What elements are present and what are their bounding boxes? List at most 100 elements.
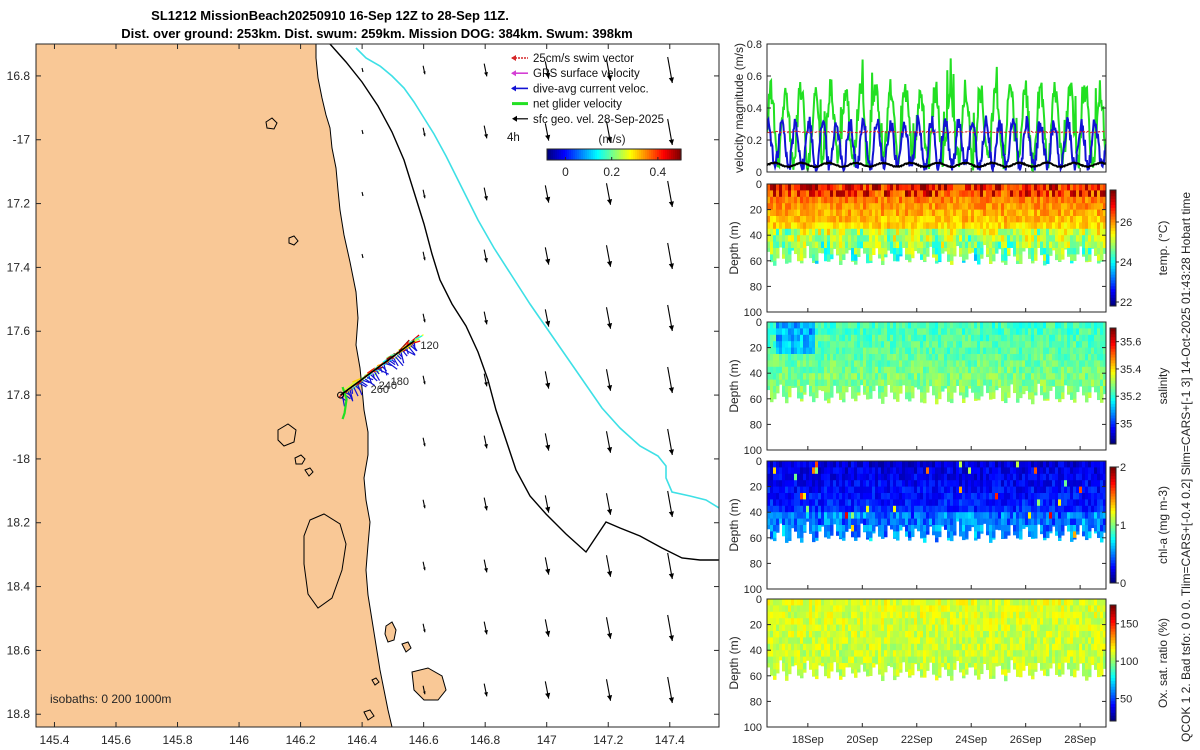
chlorophyll-section-cell	[995, 461, 999, 468]
salinity-section-cell	[797, 328, 801, 336]
salinity-section-cell	[1070, 334, 1074, 342]
salinity-section-cell	[1016, 392, 1020, 400]
chlorophyll-section-cell	[884, 525, 888, 532]
salinity-section-cell	[965, 386, 969, 393]
salinity-section-cell	[1004, 341, 1008, 349]
oxygen-section-cell	[785, 675, 789, 681]
temperature-section-cell	[767, 248, 771, 252]
salinity-section-cell	[1028, 392, 1032, 400]
chlorophyll-section-cell	[989, 493, 993, 500]
temperature-section-cell	[1094, 228, 1098, 236]
temperature-section-cell	[773, 222, 777, 230]
temperature-section-colorbar-cell	[1110, 268, 1116, 272]
temperature-section-cell	[911, 241, 915, 249]
temperature-section-cell	[875, 216, 879, 223]
chlorophyll-section-cell	[824, 512, 828, 520]
chlorophyll-section-cell	[956, 480, 960, 488]
chlorophyll-section-cell	[1031, 531, 1035, 539]
oxygen-section-cell	[779, 643, 783, 651]
salinity-section-cell	[1073, 334, 1077, 342]
oxygen-section-cell	[818, 605, 822, 613]
chlorophyll-section-cell	[1058, 473, 1062, 481]
salinity-section-cell	[872, 341, 876, 349]
salinity-section-cell	[962, 328, 966, 336]
salinity-section-cell	[767, 347, 771, 355]
chlorophyll-section-cell	[974, 461, 978, 468]
chlorophyll-section-cell	[1046, 525, 1050, 532]
chlorophyll-section-cell	[962, 518, 966, 526]
temperature-section-cell	[1001, 254, 1005, 262]
temperature-section-cell	[1094, 190, 1098, 198]
salinity-section-cell	[1001, 354, 1005, 361]
temperature-section-cell	[884, 248, 888, 255]
chlorophyll-section-colorbar-cell	[1110, 580, 1116, 584]
temperature-section-cell	[857, 203, 861, 211]
salinity-section-cell	[944, 322, 948, 329]
oxygen-section-cell	[812, 656, 816, 664]
chlorophyll-section-cell	[1058, 486, 1062, 494]
salinity-section-cell	[953, 386, 957, 393]
salinity-section-cell	[983, 328, 987, 336]
chlorophyll-section-cell	[1070, 480, 1074, 488]
temperature-section-cell	[932, 222, 936, 230]
chlorophyll-section-cell	[776, 505, 780, 513]
chlorophyll-section-cell	[1097, 499, 1101, 507]
temperature-section-cell	[863, 216, 867, 223]
chlorophyll-section-cell	[857, 461, 861, 468]
chlorophyll-section-cell	[788, 531, 792, 539]
salinity-section-cell	[848, 322, 852, 329]
salinity-section-cell	[1025, 379, 1029, 387]
dive-avg-segment	[363, 379, 370, 384]
legend-entry: net glider velocity	[533, 99, 622, 111]
oxygen-section-cell	[770, 611, 774, 619]
chlorophyll-section-cell	[980, 473, 984, 481]
chlorophyll-section-cell	[1040, 499, 1044, 507]
salinity-section-cell	[1031, 354, 1035, 361]
chlorophyll-section-cell	[884, 480, 888, 488]
chlorophyll-section-cell	[872, 486, 876, 494]
temperature-section-cell	[938, 235, 942, 243]
chlorophyll-section-cell	[857, 518, 861, 526]
dive-avg-segment	[383, 364, 388, 376]
temperature-section-cell	[920, 222, 924, 230]
temperature-section-cell	[923, 254, 927, 262]
chlorophyll-section-cell	[770, 473, 774, 481]
salinity-section-cell	[965, 366, 969, 374]
salinity-section-cell	[968, 360, 972, 368]
temperature-section-cell	[974, 241, 978, 249]
chlorophyll-section-cell	[941, 467, 945, 475]
temperature-section-cell	[899, 248, 903, 255]
temperature-section-cell	[899, 235, 903, 243]
temperature-section-cell	[1001, 184, 1005, 191]
oxygen-section-cell	[791, 637, 795, 645]
salinity-section-cell	[1043, 360, 1047, 368]
temperature-section-cell	[1100, 184, 1104, 191]
oxygen-section-cell	[779, 611, 783, 619]
chlorophyll-section-cell	[836, 493, 840, 500]
chlorophyll-section-cell	[830, 493, 834, 500]
temperature-section-cell	[920, 203, 924, 211]
temperature-section-cell	[1085, 248, 1089, 255]
salinity-section-cell	[812, 322, 816, 329]
oxygen-section-cell	[794, 599, 798, 606]
chlorophyll-section-cell	[1088, 467, 1092, 475]
temperature-section-cell	[866, 235, 870, 243]
colorbar-tick-label: 0	[562, 165, 569, 179]
chlorophyll-section-cell	[848, 512, 852, 520]
temperature-section-cell	[1082, 222, 1086, 230]
salinity-section-cell	[974, 379, 978, 387]
temperature-section-cell	[911, 216, 915, 223]
salinity-section-cell	[806, 354, 810, 361]
salinity-section-cell	[1019, 366, 1023, 374]
temperature-section-cell	[977, 260, 981, 265]
geo-vector-head	[668, 449, 674, 455]
salinity-section-cell	[905, 373, 909, 381]
chlorophyll-section-cell	[947, 505, 951, 513]
chlorophyll-section-cell	[830, 473, 834, 481]
oxygen-section-cell	[812, 631, 816, 638]
salinity-section-cell	[938, 334, 942, 342]
chlorophyll-section-cell	[917, 493, 921, 500]
salinity-section-cell	[1067, 322, 1071, 329]
chlorophyll-section-cell	[971, 499, 975, 507]
temperature-section-cell	[938, 203, 942, 211]
